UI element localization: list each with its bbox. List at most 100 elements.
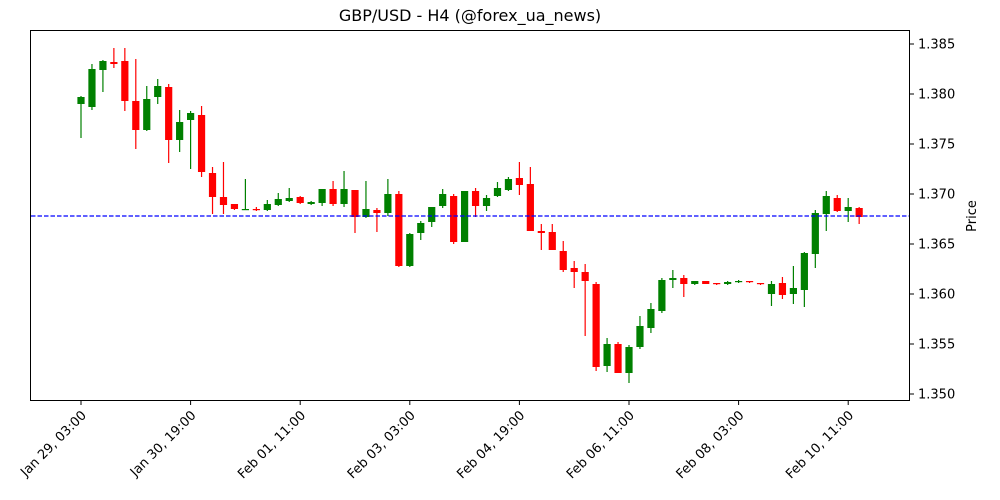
candle-body bbox=[165, 87, 173, 140]
y-tick-label: 1.380 bbox=[918, 88, 955, 103]
candle bbox=[351, 190, 359, 233]
candle-body bbox=[110, 62, 118, 64]
candle bbox=[658, 278, 666, 313]
candle bbox=[515, 162, 523, 195]
candle bbox=[603, 338, 611, 372]
candle-body bbox=[570, 268, 578, 272]
candle-body bbox=[417, 223, 425, 233]
candle bbox=[121, 48, 129, 111]
x-tick-label: Feb 06, 11:00 bbox=[564, 408, 638, 482]
candle-body bbox=[735, 281, 743, 283]
candle-body bbox=[713, 283, 721, 285]
candle-body bbox=[855, 208, 863, 217]
candle-body bbox=[669, 278, 677, 280]
candle-body bbox=[603, 344, 611, 366]
candle-body bbox=[592, 284, 600, 367]
candle bbox=[77, 96, 85, 138]
candle bbox=[614, 342, 622, 373]
candle bbox=[296, 196, 304, 204]
candle-body bbox=[318, 189, 326, 203]
candle-body bbox=[187, 113, 195, 120]
candle bbox=[428, 207, 436, 227]
candle bbox=[833, 195, 841, 212]
y-tick-label: 1.385 bbox=[918, 38, 955, 53]
candle bbox=[778, 277, 787, 299]
candle bbox=[154, 79, 162, 104]
candle-body bbox=[77, 97, 85, 104]
candle bbox=[756, 283, 765, 285]
candle bbox=[88, 64, 96, 110]
candle bbox=[219, 162, 228, 214]
candle-body bbox=[767, 284, 776, 294]
candle bbox=[274, 193, 282, 206]
candle-body bbox=[450, 196, 458, 242]
candle-body bbox=[439, 194, 447, 206]
candle bbox=[263, 200, 271, 211]
candle bbox=[165, 84, 173, 163]
candle bbox=[252, 207, 260, 211]
candle-body bbox=[636, 326, 644, 347]
x-tick-label: Feb 10, 11:00 bbox=[783, 408, 857, 482]
candle-body bbox=[154, 86, 162, 97]
candle bbox=[526, 167, 534, 231]
y-tick-label: 1.350 bbox=[918, 388, 955, 403]
candle-body bbox=[285, 198, 293, 201]
candle-body bbox=[811, 213, 819, 254]
candle-body bbox=[395, 194, 403, 266]
candle-body bbox=[625, 347, 633, 373]
y-tick-label: 1.360 bbox=[918, 288, 955, 303]
candle-body bbox=[822, 196, 830, 214]
candle-body bbox=[428, 207, 436, 222]
candle-body bbox=[778, 283, 787, 295]
x-tick-label: Jan 30, 19:00 bbox=[127, 408, 199, 480]
candle bbox=[384, 179, 392, 216]
candle-body bbox=[406, 234, 414, 266]
candle bbox=[559, 241, 567, 272]
candle-body bbox=[789, 288, 797, 294]
candle bbox=[482, 195, 491, 211]
candle-body bbox=[537, 231, 545, 233]
plot-frame bbox=[30, 30, 910, 401]
candle bbox=[680, 275, 688, 297]
candle bbox=[647, 303, 655, 333]
candle-body bbox=[515, 178, 523, 185]
candle-body bbox=[471, 191, 480, 206]
candle-body bbox=[208, 173, 217, 197]
candle bbox=[581, 264, 589, 336]
candle-body bbox=[307, 202, 315, 204]
candle bbox=[362, 181, 370, 218]
candle bbox=[537, 224, 545, 250]
candle-body bbox=[526, 184, 534, 231]
candle bbox=[636, 316, 644, 349]
candle bbox=[197, 106, 206, 177]
candle bbox=[307, 201, 315, 205]
candle bbox=[208, 167, 217, 214]
candle bbox=[450, 194, 458, 244]
candle bbox=[669, 270, 677, 288]
candle-body bbox=[833, 198, 841, 211]
candle bbox=[439, 189, 447, 208]
candle-body bbox=[844, 207, 852, 211]
candle-body bbox=[176, 122, 184, 140]
candle bbox=[592, 282, 600, 371]
candle-body bbox=[614, 344, 622, 373]
candle-body bbox=[197, 115, 206, 172]
candle bbox=[395, 191, 403, 267]
candle bbox=[702, 281, 710, 284]
candle bbox=[373, 208, 381, 232]
candle-body bbox=[241, 209, 249, 211]
candle-body bbox=[373, 210, 381, 213]
candle-body bbox=[384, 194, 392, 213]
candle bbox=[406, 233, 414, 267]
x-tick-label: Feb 01, 11:00 bbox=[235, 408, 309, 482]
candle-body bbox=[362, 209, 370, 217]
chart-title: GBP/USD - H4 (@forex_ua_news) bbox=[338, 6, 602, 25]
candles-layer bbox=[77, 48, 863, 383]
candle bbox=[767, 281, 776, 306]
candle bbox=[745, 281, 754, 283]
candle-body bbox=[329, 189, 337, 204]
candle-body bbox=[296, 197, 304, 203]
candle-body bbox=[680, 278, 688, 284]
candle bbox=[471, 188, 480, 217]
